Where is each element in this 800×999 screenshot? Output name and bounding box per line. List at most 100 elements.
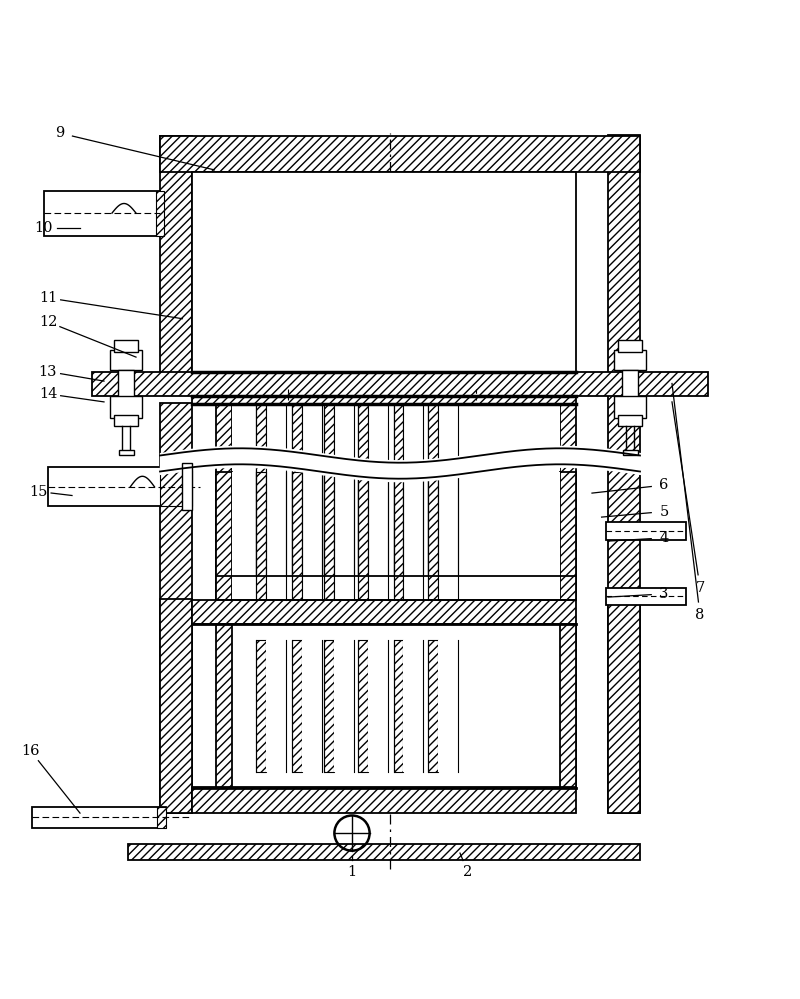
Bar: [292, 404, 302, 575]
Text: 11: 11: [39, 291, 57, 305]
Text: 15: 15: [30, 485, 47, 499]
Text: 2: 2: [463, 865, 473, 879]
Bar: [192, 599, 576, 623]
Bar: [32, 807, 166, 827]
Bar: [302, 404, 322, 575]
Bar: [334, 404, 354, 575]
Bar: [232, 404, 560, 575]
Text: 1: 1: [347, 865, 357, 879]
Bar: [292, 404, 302, 575]
Bar: [334, 639, 354, 771]
Bar: [438, 472, 458, 599]
Bar: [302, 404, 322, 575]
Text: 16: 16: [21, 743, 40, 757]
Bar: [368, 472, 388, 599]
Text: 14: 14: [39, 387, 57, 401]
Bar: [160, 599, 192, 813]
Bar: [292, 472, 302, 599]
Bar: [302, 472, 322, 599]
Bar: [394, 404, 403, 575]
Bar: [216, 623, 232, 787]
Bar: [334, 472, 354, 599]
Bar: [157, 807, 166, 827]
Text: 4: 4: [659, 530, 669, 544]
Text: 9: 9: [55, 126, 65, 140]
Bar: [324, 472, 334, 599]
Bar: [403, 639, 423, 771]
Bar: [438, 404, 458, 575]
Text: 12: 12: [39, 315, 57, 329]
Bar: [48, 468, 182, 505]
Bar: [216, 404, 232, 599]
Bar: [358, 404, 368, 575]
Bar: [428, 404, 438, 575]
Bar: [618, 341, 642, 353]
Text: 10: 10: [34, 221, 54, 235]
Bar: [92, 372, 708, 396]
Bar: [118, 370, 134, 397]
Bar: [368, 639, 388, 771]
Bar: [368, 404, 388, 575]
Bar: [403, 404, 423, 575]
Bar: [368, 404, 388, 575]
Bar: [266, 472, 286, 599]
Bar: [560, 623, 576, 787]
Bar: [606, 587, 686, 605]
Text: 8: 8: [695, 607, 705, 621]
Bar: [110, 350, 142, 370]
Text: 6: 6: [659, 479, 669, 493]
Bar: [358, 639, 368, 771]
Bar: [358, 472, 368, 599]
Bar: [156, 191, 164, 236]
Bar: [266, 639, 286, 771]
Bar: [192, 372, 576, 376]
Bar: [622, 370, 638, 397]
Bar: [438, 639, 458, 771]
Bar: [302, 639, 322, 771]
Bar: [256, 472, 266, 599]
Bar: [334, 404, 354, 575]
Bar: [266, 404, 286, 575]
Bar: [403, 404, 423, 575]
Bar: [160, 136, 640, 172]
Bar: [438, 404, 458, 575]
Bar: [192, 396, 576, 404]
Bar: [44, 191, 160, 236]
Bar: [614, 397, 646, 418]
Bar: [358, 404, 368, 575]
Bar: [182, 464, 192, 509]
Bar: [216, 472, 232, 599]
Bar: [192, 172, 576, 376]
Bar: [266, 404, 286, 575]
Bar: [560, 404, 576, 599]
Bar: [232, 472, 560, 599]
Bar: [614, 350, 646, 370]
Bar: [428, 404, 438, 575]
Text: 13: 13: [38, 365, 58, 379]
Bar: [606, 521, 686, 539]
Bar: [403, 472, 423, 599]
Bar: [114, 416, 138, 426]
Bar: [292, 639, 302, 771]
Bar: [428, 472, 438, 599]
Bar: [394, 639, 403, 771]
Bar: [119, 450, 134, 455]
Bar: [608, 136, 640, 813]
Text: 5: 5: [659, 504, 669, 518]
Bar: [192, 787, 576, 813]
Bar: [110, 397, 142, 418]
Bar: [192, 623, 576, 787]
Bar: [324, 404, 334, 575]
Bar: [232, 623, 560, 787]
Bar: [114, 341, 138, 353]
Text: 7: 7: [695, 580, 705, 594]
Bar: [623, 450, 638, 455]
Bar: [256, 639, 266, 771]
Bar: [608, 599, 640, 813]
Bar: [256, 404, 266, 575]
Bar: [160, 468, 192, 505]
Bar: [324, 404, 334, 575]
Bar: [160, 136, 192, 376]
Bar: [428, 639, 438, 771]
Bar: [128, 843, 640, 859]
